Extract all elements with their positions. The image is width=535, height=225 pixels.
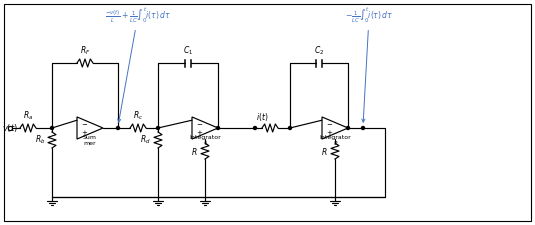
Text: $\frac{-v(t)}{L}+\frac{1}{LC}\int_0^t i(\tau)\,d\tau$: $\frac{-v(t)}{L}+\frac{1}{LC}\int_0^t i(… (105, 5, 171, 122)
Circle shape (217, 126, 219, 130)
Circle shape (117, 126, 119, 130)
Text: $v(t)$: $v(t)$ (2, 122, 18, 134)
Text: Integrator
1: Integrator 1 (189, 135, 221, 146)
Text: $R_d$: $R_d$ (140, 134, 151, 146)
Circle shape (254, 126, 256, 130)
Circle shape (347, 126, 349, 130)
Text: $R_F$: $R_F$ (80, 45, 90, 57)
Text: $-$: $-$ (326, 120, 333, 126)
Text: $R_b$: $R_b$ (35, 134, 45, 146)
Text: $i(t)$: $i(t)$ (256, 111, 269, 123)
Text: $-$: $-$ (81, 120, 88, 126)
Text: $R$: $R$ (192, 146, 198, 157)
Text: $C_1$: $C_1$ (183, 45, 193, 57)
Text: $+$: $+$ (81, 128, 88, 137)
Text: $R_c$: $R_c$ (133, 110, 143, 122)
Text: $-\frac{1}{LC}\int_0^t i(\tau)\,d\tau$: $-\frac{1}{LC}\int_0^t i(\tau)\,d\tau$ (345, 5, 393, 122)
Text: $+$: $+$ (326, 128, 333, 137)
Circle shape (288, 126, 292, 130)
Text: $-$: $-$ (196, 120, 203, 126)
Circle shape (157, 126, 159, 130)
Text: $C_2$: $C_2$ (314, 45, 324, 57)
Text: Sum
mer: Sum mer (83, 135, 97, 146)
Text: Integrator
2: Integrator 2 (319, 135, 351, 146)
Text: $R$: $R$ (322, 146, 328, 157)
Text: $+$: $+$ (196, 128, 203, 137)
Circle shape (362, 126, 364, 130)
Circle shape (50, 126, 54, 130)
Text: $R_a$: $R_a$ (23, 110, 33, 122)
